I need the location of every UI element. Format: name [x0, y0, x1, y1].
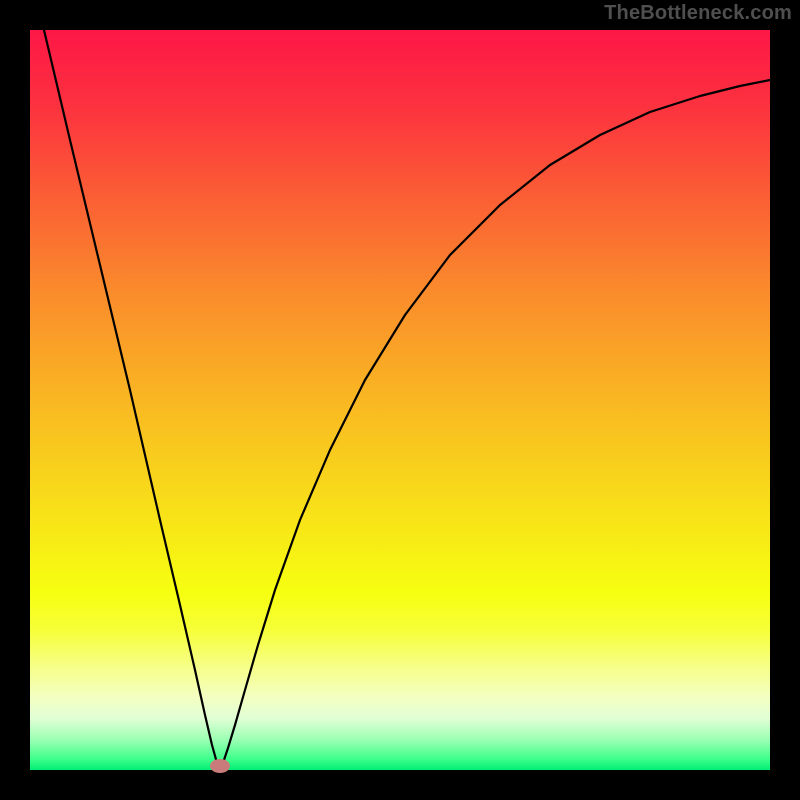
watermark-text: TheBottleneck.com: [604, 2, 792, 25]
plot-area: [30, 30, 770, 770]
bottleneck-curve: [30, 30, 770, 770]
chart-frame: TheBottleneck.com: [0, 0, 800, 800]
optimal-point-marker: [210, 759, 230, 773]
